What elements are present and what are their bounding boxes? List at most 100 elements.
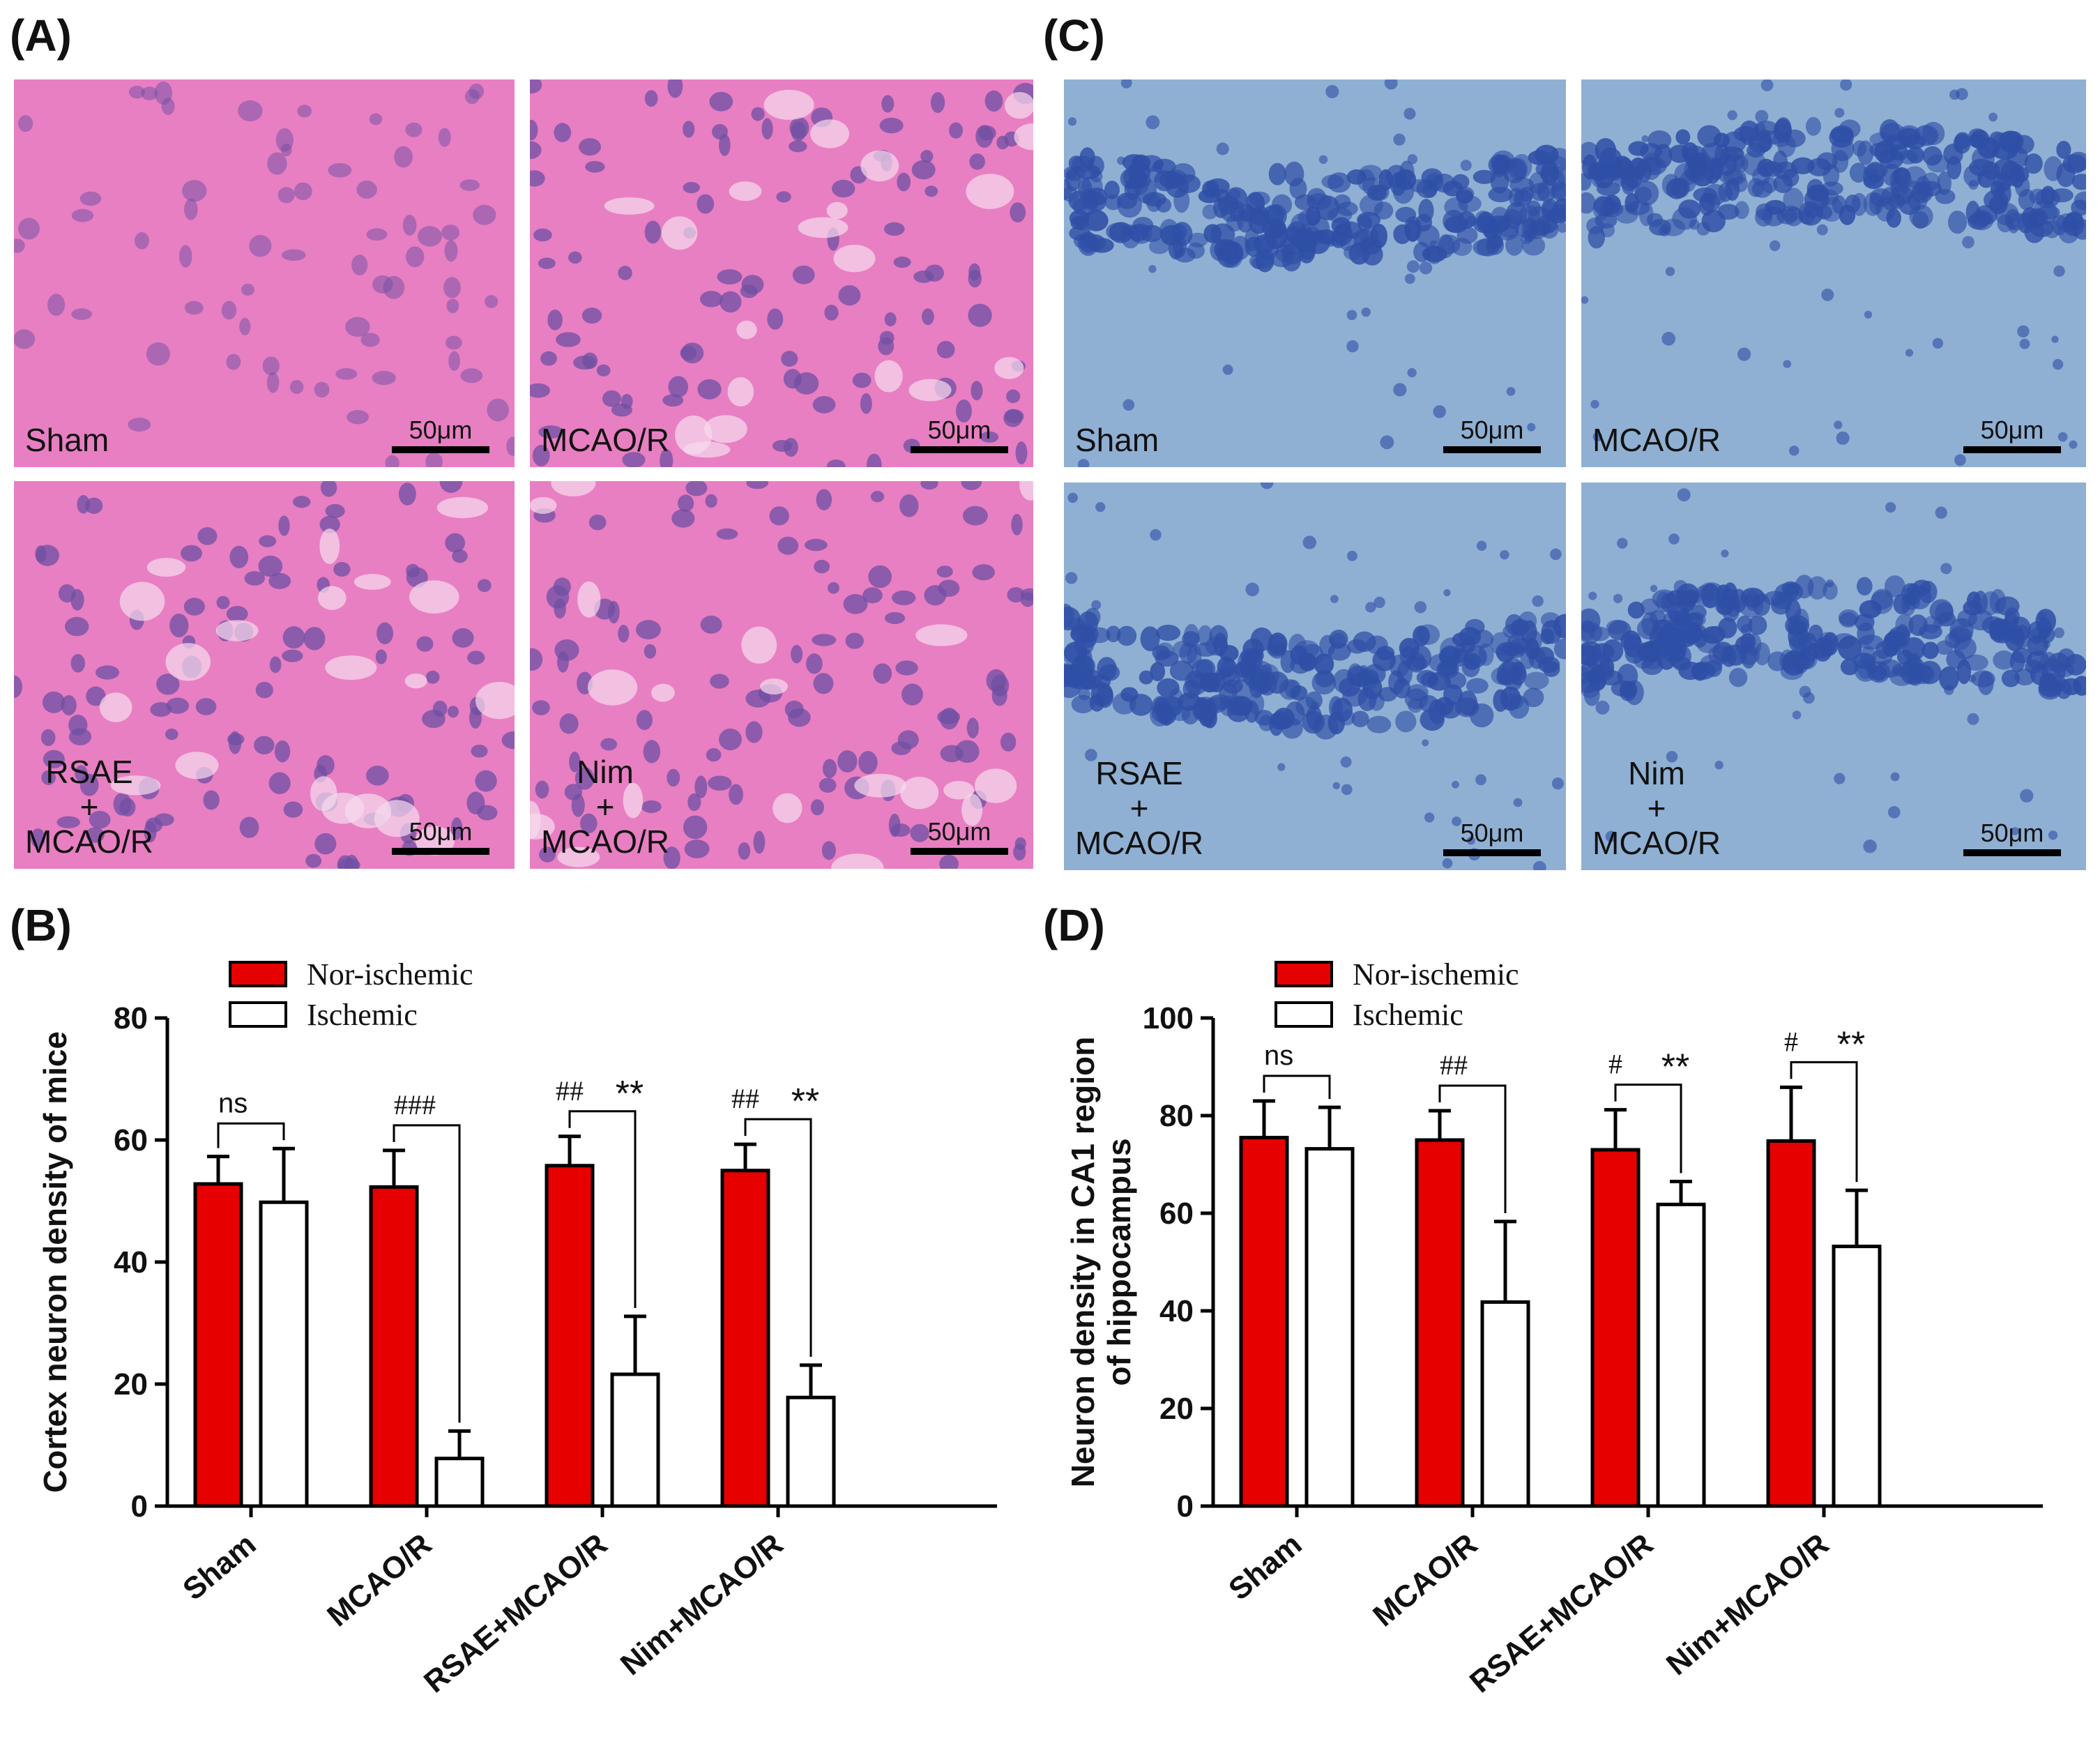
neuron-cell xyxy=(783,369,802,389)
neuron-cell xyxy=(1661,331,1676,346)
neuron-cell xyxy=(1823,582,1838,600)
significance-bracket xyxy=(1790,1061,1858,1183)
neuron-cell xyxy=(1366,635,1388,655)
y-tick-label: 40 xyxy=(114,1245,148,1279)
neuron-cell xyxy=(1356,211,1381,228)
neuron-cell xyxy=(366,765,389,786)
neuron-cell xyxy=(1687,611,1706,628)
neuron-cell xyxy=(1265,671,1289,694)
vacuole xyxy=(110,775,161,796)
neuron-cell xyxy=(1551,777,1565,790)
neuron-cell xyxy=(239,317,251,335)
neuron-cell xyxy=(1792,711,1802,720)
neuron-cell xyxy=(1717,153,1737,176)
neuron-cell xyxy=(487,398,510,422)
neuron-cell xyxy=(2056,140,2071,159)
neuron-cell xyxy=(1628,141,1649,156)
x-tick-label: MCAO/R xyxy=(321,1527,438,1633)
scale-bar-label: 50μm xyxy=(927,416,991,444)
neuron-cell xyxy=(745,721,763,743)
neuron-cell xyxy=(1836,431,1850,445)
micrograph-image xyxy=(530,481,1033,869)
micrograph-label: Sham xyxy=(1075,422,1159,458)
neuron-cell xyxy=(845,632,864,649)
neuron-cell xyxy=(1851,192,1867,216)
neuron-cell xyxy=(530,141,542,160)
neuron-cell xyxy=(1944,685,1954,695)
micrograph-label: Nim + MCAO/R xyxy=(541,754,669,860)
bar xyxy=(1832,1245,1882,1508)
neuron-cell xyxy=(1330,595,1339,603)
neuron-cell xyxy=(1908,585,1932,609)
vacuole xyxy=(736,320,757,340)
x-tick-label: MCAO/R xyxy=(1367,1527,1484,1633)
neuron-cell xyxy=(1407,367,1417,378)
bar xyxy=(1480,1300,1530,1508)
neuron-cell xyxy=(450,817,463,840)
neuron-cell xyxy=(432,700,448,717)
neuron-cell xyxy=(1696,222,1710,236)
neuron-cell xyxy=(559,713,579,734)
neuron-cell xyxy=(1625,680,1644,706)
neuron-cell xyxy=(1922,121,1945,146)
neuron-cell xyxy=(1065,572,1078,584)
legend-swatch xyxy=(229,961,287,987)
neuron-cell xyxy=(1852,140,1867,157)
neuron-cell xyxy=(1539,165,1560,183)
neuron-cell xyxy=(822,759,837,778)
neuron-cell xyxy=(1947,210,1968,234)
neuron-cell xyxy=(972,564,995,581)
neuron-cell xyxy=(183,598,205,616)
neuron-cell xyxy=(1268,162,1286,185)
neuron-cell xyxy=(1116,625,1137,646)
vacuole xyxy=(915,624,968,646)
neuron-cell xyxy=(1727,110,1737,121)
neuron-cell xyxy=(2024,153,2043,174)
vacuole xyxy=(317,586,347,610)
neuron-cell xyxy=(1654,144,1673,169)
scale-bar: 50μm xyxy=(1443,416,1541,453)
neuron-cell xyxy=(1442,858,1453,869)
chart-d-ca1-density: Neuron density in CA1 region of hippocamp… xyxy=(1065,957,2043,1699)
neuron-cell xyxy=(1627,601,1645,619)
neuron-cell xyxy=(1280,650,1295,674)
neuron-cell xyxy=(184,198,198,220)
neuron-cell xyxy=(328,162,352,178)
neuron-cell xyxy=(805,538,828,552)
neuron-cell xyxy=(1649,609,1666,625)
significance-label: ## xyxy=(556,1075,584,1107)
neuron-cell xyxy=(1673,579,1688,594)
neuron-cell xyxy=(1675,129,1691,145)
neuron-cell xyxy=(2009,616,2032,642)
neuron-cell xyxy=(1077,231,1099,257)
neuron-cell xyxy=(150,702,172,717)
neuron-cell xyxy=(119,798,136,817)
neuron-cell xyxy=(1215,189,1231,204)
neuron-cell xyxy=(1527,423,1536,432)
neuron-cell xyxy=(1415,213,1433,231)
neuron-cell xyxy=(1753,122,1766,135)
vacuole xyxy=(146,558,186,577)
neuron-cell xyxy=(446,298,459,314)
neuron-cell xyxy=(1395,711,1417,733)
neuron-cell xyxy=(1351,232,1359,240)
neuron-cell xyxy=(1513,798,1523,807)
neuron-cell xyxy=(1834,420,1843,430)
micrograph-sham-he: Sham 50μm xyxy=(14,79,515,467)
neuron-cell xyxy=(978,126,996,141)
neuron-cell xyxy=(1624,166,1643,190)
neuron-cell xyxy=(788,708,811,727)
neuron-cell xyxy=(1863,839,1877,853)
neuron-cell xyxy=(635,620,661,639)
neuron-cell xyxy=(1912,211,1929,229)
neuron-cell xyxy=(1954,132,1971,149)
neuron-cell xyxy=(1886,208,1901,228)
neuron-cell xyxy=(1096,685,1114,708)
panel-label-a: (A) xyxy=(10,10,72,61)
neuron-cell xyxy=(501,731,515,750)
neuron-cell xyxy=(1078,687,1091,701)
neuron-cell xyxy=(475,770,497,792)
x-tick-label: Nim+MCAO/R xyxy=(1660,1527,1836,1682)
neuron-cell xyxy=(2009,224,2018,234)
scale-bar: 50μm xyxy=(1443,819,1541,856)
